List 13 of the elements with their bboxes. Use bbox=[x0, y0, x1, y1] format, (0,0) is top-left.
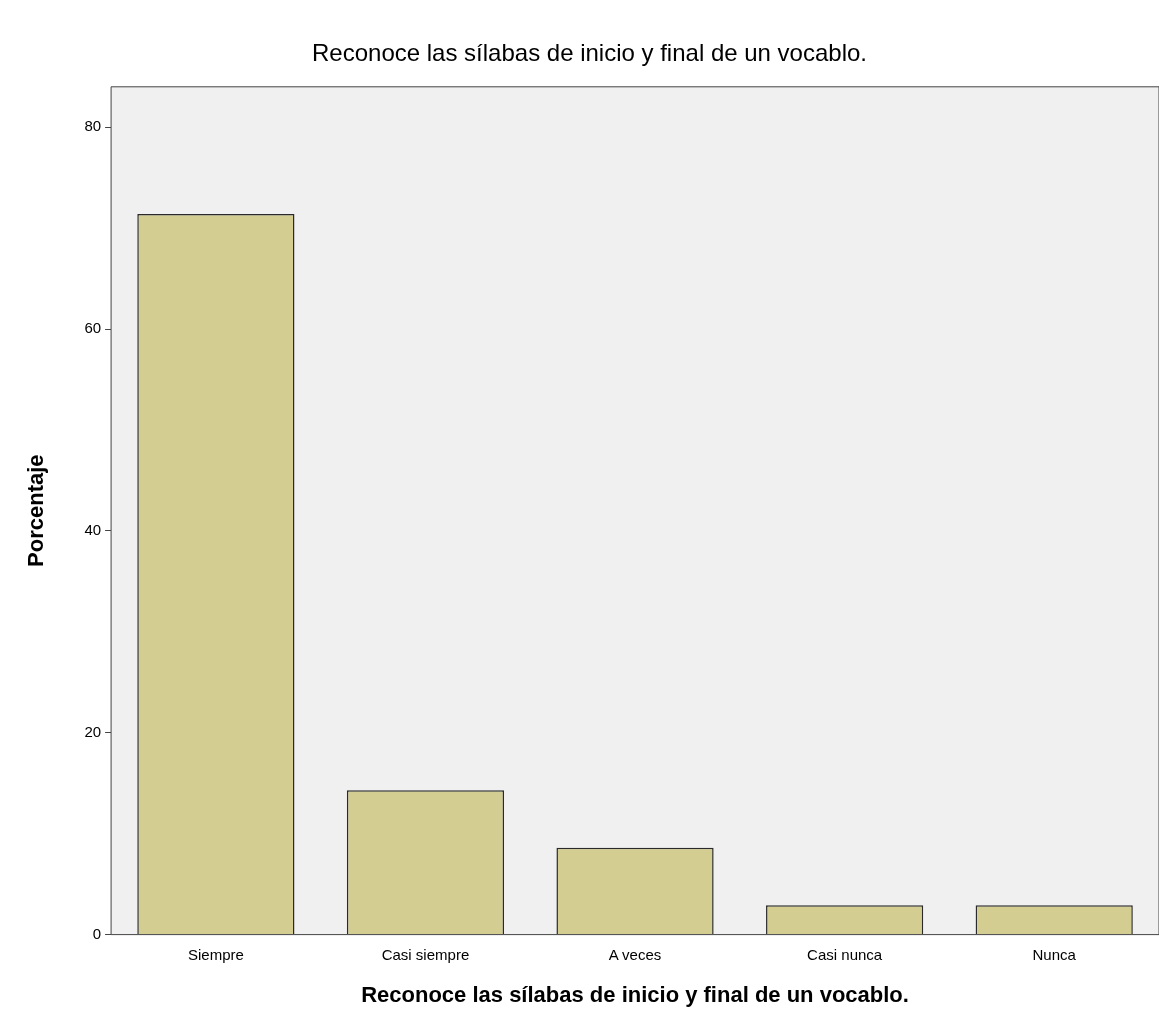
x-tick-label: Casi nunca bbox=[807, 945, 883, 963]
y-tick-label: 0 bbox=[92, 924, 102, 942]
x-tick-label: Nunca bbox=[1032, 945, 1077, 963]
x-tick-label: Casi siempre bbox=[381, 945, 470, 963]
chart-title: Reconoce las sílabas de inicio y final de un vocablo. bbox=[312, 39, 867, 67]
x-tick-label: Siempre bbox=[187, 945, 244, 963]
y-tick-label: 80 bbox=[84, 117, 102, 135]
y-tick-label: 60 bbox=[84, 319, 102, 337]
x-tick-label: A veces bbox=[608, 945, 662, 963]
y-tick-label: 40 bbox=[84, 521, 102, 539]
y-axis-title: Porcentaje bbox=[23, 454, 49, 567]
y-tick-label: 20 bbox=[84, 722, 102, 740]
x-axis-title: Reconoce las sílabas de inicio y final de un vocablo. bbox=[361, 981, 909, 1007]
